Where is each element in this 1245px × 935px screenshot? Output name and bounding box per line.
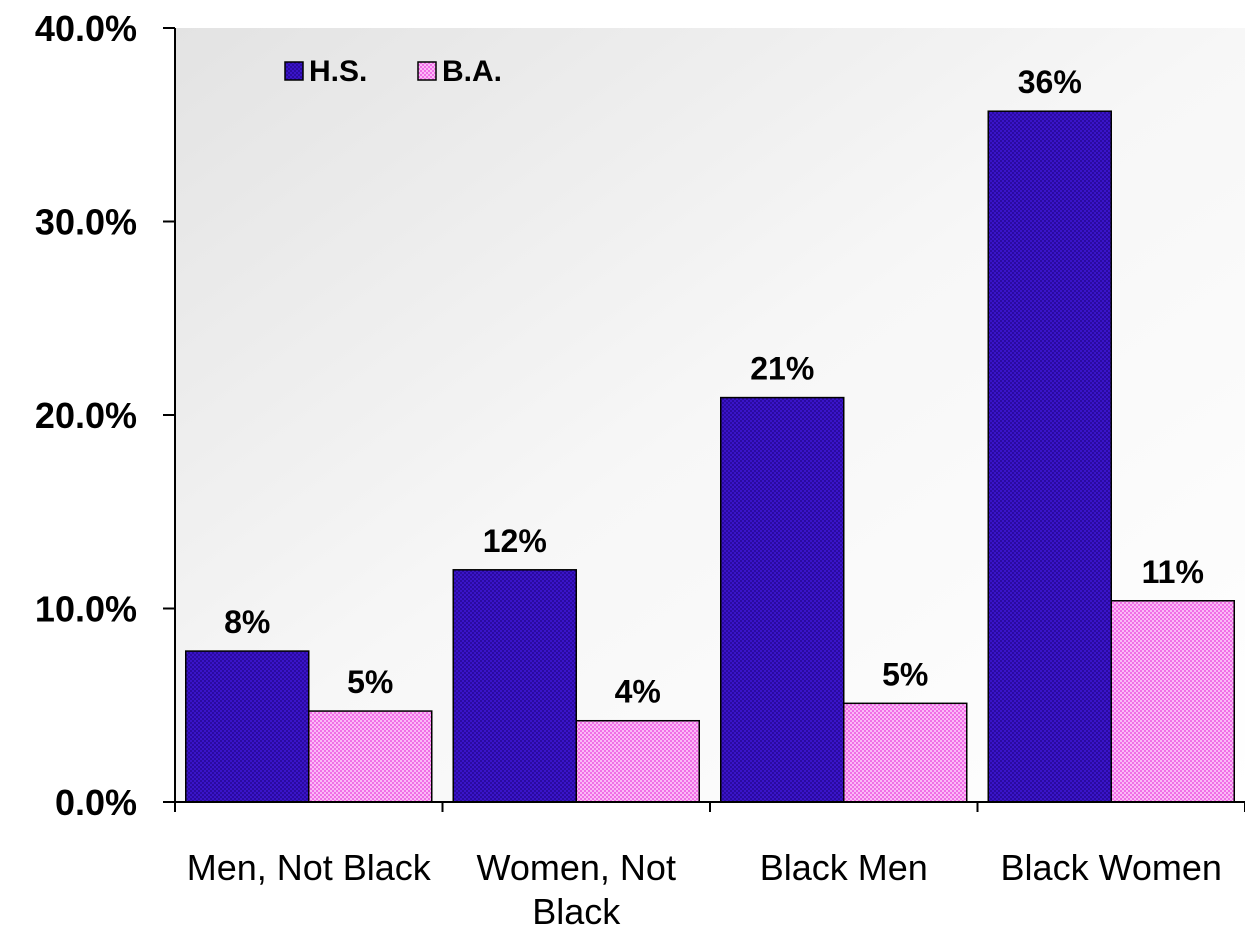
data-label-ba-1: 4% bbox=[615, 674, 661, 710]
category-label-1: Women, Not Black bbox=[477, 847, 676, 932]
category-label-0: Men, Not Black bbox=[187, 847, 432, 888]
bar-ba-0 bbox=[308, 710, 433, 803]
bar-hs-2 bbox=[720, 396, 845, 803]
data-label-hs-2: 21% bbox=[750, 351, 814, 387]
y-tick-label-1: 10.0% bbox=[35, 589, 137, 630]
data-labels-group: 8% 5% 12% 4% 21% 5% 36% 11% bbox=[224, 64, 1204, 710]
y-tick-label-4: 40.0% bbox=[35, 8, 137, 49]
bar-ba-2 bbox=[843, 702, 968, 803]
legend-swatch-hs bbox=[284, 61, 304, 81]
bar-hs-0 bbox=[185, 650, 310, 803]
y-tick-label-2: 20.0% bbox=[35, 395, 137, 436]
data-label-ba-2: 5% bbox=[882, 656, 928, 692]
legend-label-ba: B.A. bbox=[442, 55, 502, 88]
bar-hs-3 bbox=[987, 110, 1112, 803]
bars-group bbox=[185, 110, 1235, 803]
y-tick-label-3: 30.0% bbox=[35, 202, 137, 243]
axes-group: Men, Not Black Women, Not Black Black Men Bl… bbox=[35, 8, 1245, 932]
category-label-2: Black Men bbox=[760, 847, 928, 888]
bar-ba-3 bbox=[1110, 600, 1235, 803]
data-label-ba-0: 5% bbox=[347, 664, 393, 700]
data-label-hs-0: 8% bbox=[224, 604, 270, 640]
legend: H.S. B.A. bbox=[284, 55, 502, 88]
data-label-hs-3: 36% bbox=[1018, 64, 1082, 100]
legend-label-hs: H.S. bbox=[309, 55, 367, 88]
data-label-ba-3: 11% bbox=[1142, 554, 1204, 590]
bar-ba-1 bbox=[575, 719, 700, 803]
data-label-hs-1: 12% bbox=[483, 523, 547, 559]
y-tick-label-0: 0.0% bbox=[55, 782, 137, 823]
bar-hs-1 bbox=[452, 569, 577, 803]
category-label-3: Black Women bbox=[1001, 847, 1222, 888]
legend-swatch-ba bbox=[417, 61, 437, 81]
